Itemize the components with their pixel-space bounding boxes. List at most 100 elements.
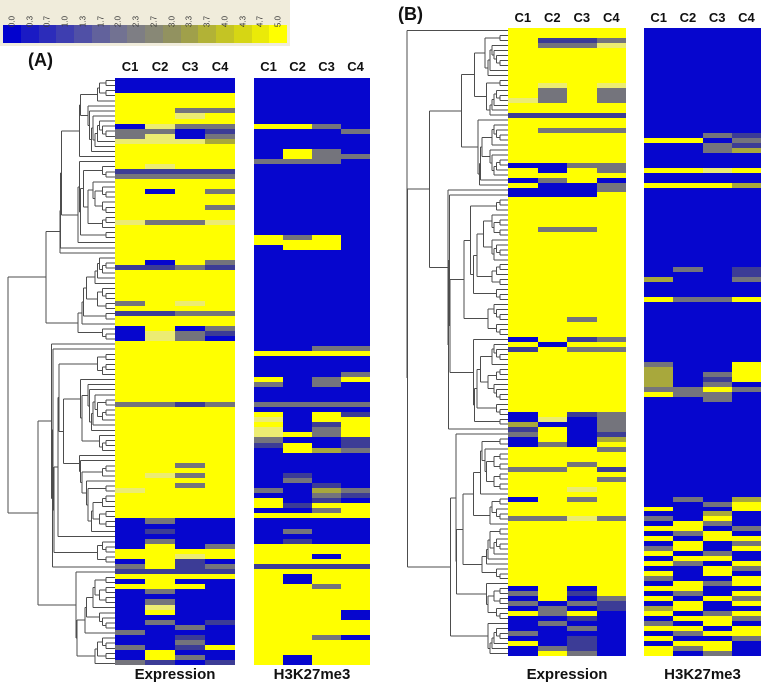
heatmap-cell — [596, 546, 626, 552]
heatmap-row — [644, 501, 761, 507]
heatmap-cell — [508, 182, 538, 188]
heatmap-cell — [731, 506, 761, 512]
heatmap-row — [508, 616, 626, 622]
heatmap-cell — [312, 442, 341, 448]
heatmap-cell — [644, 217, 674, 223]
heatmap-cell — [145, 483, 175, 489]
heatmap-cell — [508, 461, 538, 467]
heatmap-cell — [508, 302, 538, 308]
heatmap-cell — [702, 237, 732, 243]
heatmap-cell — [644, 32, 674, 38]
heatmap-cell — [254, 538, 283, 544]
heatmap-cell — [596, 257, 626, 263]
heatmap-cell — [175, 123, 205, 129]
heatmap-cell — [341, 341, 370, 347]
heatmap-cell — [644, 112, 674, 118]
heatmap-row — [508, 47, 626, 53]
heatmap-cell — [567, 87, 597, 93]
heatmap-cell — [702, 411, 732, 417]
heatmap-cell — [283, 310, 312, 316]
heatmap-cell — [254, 442, 283, 448]
heatmap-cell — [644, 541, 674, 547]
heatmap-row — [254, 437, 370, 443]
heatmap-cell — [567, 317, 597, 323]
heatmap-cell — [254, 493, 283, 499]
heatmap-cell — [205, 138, 235, 144]
heatmap-cell — [283, 639, 312, 645]
color-scale-swatch — [269, 25, 287, 43]
heatmap-cell — [567, 391, 597, 397]
heatmap-row — [508, 561, 626, 567]
heatmap-cell — [145, 159, 175, 165]
heatmap-cell — [508, 436, 538, 442]
heatmap-cell — [175, 553, 205, 559]
heatmap-cell — [115, 660, 145, 666]
heatmap-cell — [283, 427, 312, 433]
heatmap-cell — [508, 606, 538, 612]
heatmap-cell — [702, 122, 732, 128]
heatmap-cell — [508, 207, 538, 213]
heatmap-cell — [115, 88, 145, 94]
heatmap-row — [115, 270, 235, 276]
heatmap-cell — [673, 516, 703, 522]
heatmap-cell — [537, 371, 567, 377]
heatmap-cell — [205, 538, 235, 544]
heatmap-cell — [731, 142, 761, 148]
heatmap-cell — [567, 536, 597, 542]
heatmap-cell — [567, 187, 597, 193]
heatmap-cell — [205, 639, 235, 645]
heatmap-row — [115, 113, 235, 119]
heatmap-cell — [537, 67, 567, 73]
heatmap-cell — [508, 257, 538, 263]
heatmap-cell — [312, 589, 341, 595]
heatmap-cell — [205, 260, 235, 266]
heatmap-cell — [702, 102, 732, 108]
heatmap-row — [115, 366, 235, 372]
heatmap-cell — [145, 543, 175, 549]
heatmap-row — [508, 481, 626, 487]
heatmap-cell — [673, 332, 703, 338]
heatmap-cell — [596, 92, 626, 98]
heatmap-cell — [567, 122, 597, 128]
heatmap-cell — [115, 204, 145, 210]
heatmap-cell — [508, 616, 538, 622]
heatmap-row — [115, 336, 235, 342]
heatmap-row — [254, 169, 370, 175]
heatmap-cell — [312, 189, 341, 195]
heatmap-cell — [508, 431, 538, 437]
heatmap-cell — [115, 366, 145, 372]
heatmap-cell — [145, 290, 175, 296]
heatmap-cell — [673, 436, 703, 442]
heatmap-cell — [283, 351, 312, 357]
heatmap-cell — [537, 252, 567, 258]
heatmap-cell — [596, 606, 626, 612]
heatmap-cell — [731, 546, 761, 552]
heatmap-cell — [175, 391, 205, 397]
heatmap-row — [115, 305, 235, 311]
heatmap-cell — [644, 616, 674, 622]
heatmap-row — [115, 118, 235, 124]
heatmap-row — [115, 361, 235, 367]
heatmap-cell — [312, 83, 341, 89]
heatmap-cell — [341, 336, 370, 342]
heatmap-row — [508, 446, 626, 452]
heatmap-cell — [283, 437, 312, 443]
heatmap-cell — [254, 558, 283, 564]
heatmap-cell — [283, 407, 312, 413]
heatmap-cell — [596, 247, 626, 253]
heatmap-row — [254, 513, 370, 519]
heatmap-cell — [702, 651, 732, 657]
heatmap-cell — [205, 488, 235, 494]
heatmap-cell — [644, 426, 674, 432]
heatmap-cell — [702, 501, 732, 507]
heatmap-cell — [341, 361, 370, 367]
heatmap-row — [254, 508, 370, 514]
heatmap-row — [115, 655, 235, 661]
heatmap-row — [644, 371, 761, 377]
heatmap-cell — [341, 315, 370, 321]
heatmap-cell — [644, 531, 674, 537]
heatmap-cell — [702, 322, 732, 328]
heatmap-row — [508, 137, 626, 143]
heatmap-cell — [283, 624, 312, 630]
heatmap-cell — [508, 501, 538, 507]
